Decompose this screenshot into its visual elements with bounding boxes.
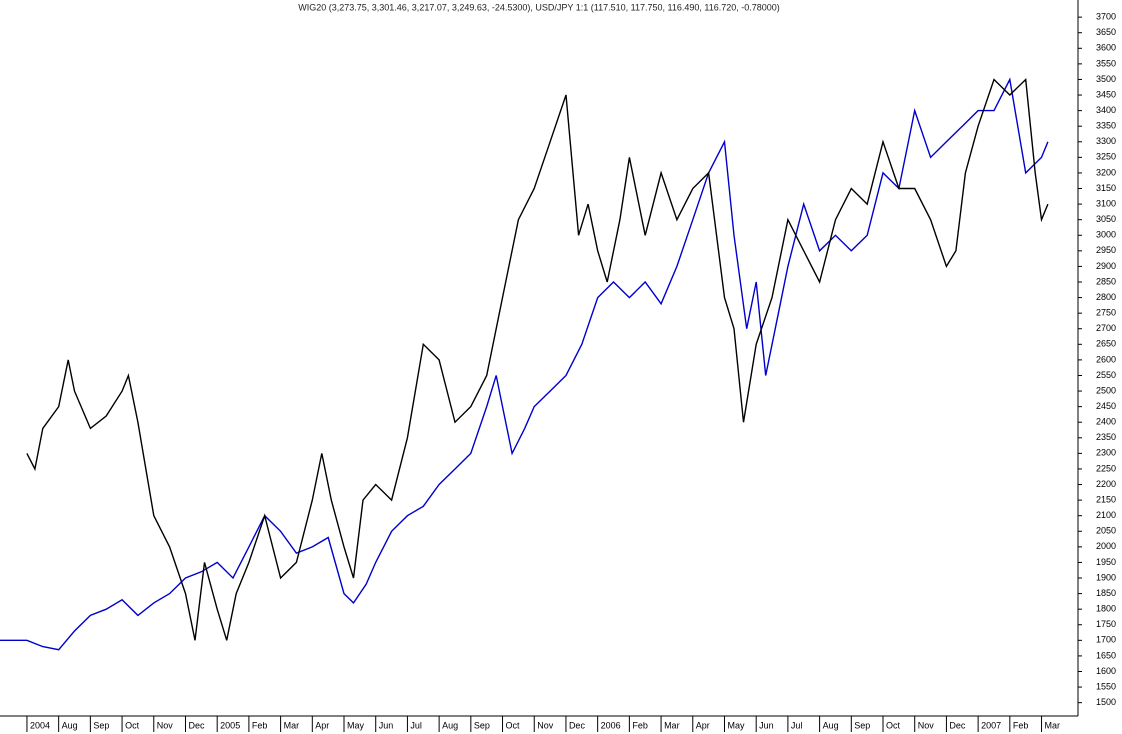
y-tick-label: 2050 [1096, 526, 1116, 536]
x-tick-label: Oct [506, 720, 521, 730]
y-tick-label: 1700 [1096, 635, 1116, 645]
y-tick-label: 2500 [1096, 385, 1116, 395]
y-tick-label: 2100 [1096, 510, 1116, 520]
y-tick-label: 3550 [1096, 58, 1116, 68]
y-tick-label: 3050 [1096, 214, 1116, 224]
y-tick-label: 3400 [1096, 105, 1116, 115]
y-tick-label: 2000 [1096, 541, 1116, 551]
x-tick-label: Dec [188, 720, 205, 730]
y-tick-label: 3100 [1096, 198, 1116, 208]
y-tick-label: 2800 [1096, 292, 1116, 302]
x-tick-label: Dec [569, 720, 586, 730]
y-tick-label: 3350 [1096, 121, 1116, 131]
y-tick-label: 3150 [1096, 183, 1116, 193]
y-tick-label: 1900 [1096, 572, 1116, 582]
x-tick-label: Feb [1013, 720, 1029, 730]
x-tick-label: Dec [949, 720, 966, 730]
y-tick-label: 3200 [1096, 167, 1116, 177]
x-tick-label: Oct [886, 720, 901, 730]
x-tick-label: Feb [252, 720, 268, 730]
y-tick-label: 2750 [1096, 308, 1116, 318]
x-tick-label: Apr [315, 720, 329, 730]
y-tick-label: 1750 [1096, 619, 1116, 629]
y-tick-label: 1600 [1096, 666, 1116, 676]
y-tick-label: 1650 [1096, 650, 1116, 660]
x-tick-label: Oct [125, 720, 140, 730]
y-tick-label: 1500 [1096, 697, 1116, 707]
y-tick-label: 2850 [1096, 276, 1116, 286]
x-tick-label: Aug [62, 720, 78, 730]
x-tick-label: Jun [379, 720, 394, 730]
y-tick-label: 3450 [1096, 89, 1116, 99]
x-tick-label: May [347, 720, 365, 730]
x-tick-label: Mar [284, 720, 300, 730]
y-tick-label: 2550 [1096, 370, 1116, 380]
y-tick-label: 2250 [1096, 463, 1116, 473]
y-tick-label: 3600 [1096, 43, 1116, 53]
series-line [0, 77, 1049, 651]
x-tick-label: Apr [696, 720, 710, 730]
x-tick-label: Nov [537, 720, 554, 730]
x-tick-label: Jul [791, 720, 803, 730]
x-tick-label: 2004 [30, 720, 50, 730]
x-tick-label: Feb [632, 720, 648, 730]
x-tick-label: Sep [93, 720, 109, 730]
y-tick-label: 2700 [1096, 323, 1116, 333]
x-tick-label: 2005 [220, 720, 240, 730]
y-tick-label: 2900 [1096, 261, 1116, 271]
y-tick-label: 3300 [1096, 136, 1116, 146]
y-tick-label: 2150 [1096, 494, 1116, 504]
y-tick-label: 1850 [1096, 588, 1116, 598]
y-tick-label: 1950 [1096, 557, 1116, 567]
y-tick-label: 2200 [1096, 479, 1116, 489]
x-tick-label: Aug [823, 720, 839, 730]
y-tick-label: 2950 [1096, 245, 1116, 255]
y-tick-label: 3000 [1096, 230, 1116, 240]
y-tick-label: 2450 [1096, 401, 1116, 411]
x-tick-label: Nov [157, 720, 174, 730]
x-tick-label: Jun [759, 720, 774, 730]
y-tick-label: 1550 [1096, 681, 1116, 691]
x-tick-label: Nov [918, 720, 935, 730]
x-tick-label: 2007 [981, 720, 1001, 730]
x-tick-label: Sep [854, 720, 870, 730]
chart-title: WIG20 (3,273.75, 3,301.46, 3,217.07, 3,2… [298, 2, 780, 12]
y-tick-label: 3250 [1096, 152, 1116, 162]
y-tick-label: 2300 [1096, 448, 1116, 458]
series-line [26, 77, 1049, 641]
y-tick-label: 3700 [1096, 12, 1116, 22]
y-tick-label: 1800 [1096, 604, 1116, 614]
y-tick-label: 2600 [1096, 354, 1116, 364]
y-tick-label: 2350 [1096, 432, 1116, 442]
x-tick-label: May [727, 720, 745, 730]
x-tick-label: Sep [474, 720, 490, 730]
x-tick-label: Mar [664, 720, 680, 730]
x-tick-label: Mar [1045, 720, 1061, 730]
y-tick-label: 3650 [1096, 27, 1116, 37]
y-tick-label: 2400 [1096, 417, 1116, 427]
x-tick-label: 2006 [601, 720, 621, 730]
y-tick-label: 2650 [1096, 339, 1116, 349]
x-tick-label: Jul [410, 720, 422, 730]
y-tick-label: 3500 [1096, 74, 1116, 84]
x-tick-label: Aug [442, 720, 458, 730]
